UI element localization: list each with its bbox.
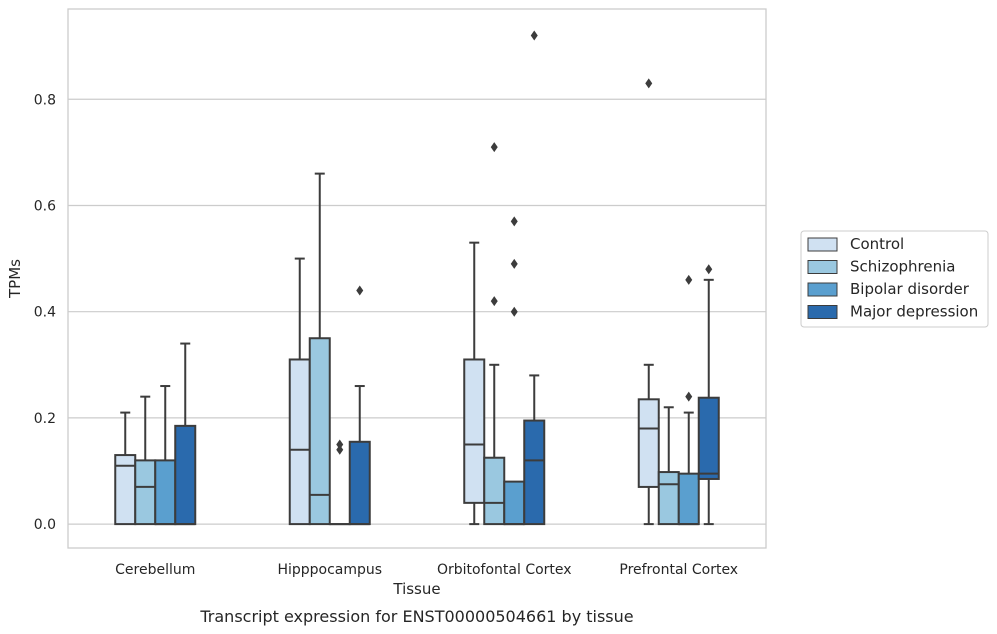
legend-swatch xyxy=(807,305,838,319)
x-tick-label: Orbitofontal Cortex xyxy=(437,562,572,578)
outlier-point xyxy=(705,264,713,275)
box-bipolar-disorder xyxy=(154,385,177,526)
x-tick-label: Prefrontal Cortex xyxy=(619,562,738,578)
plot-area-frame xyxy=(67,8,767,549)
box-control xyxy=(114,411,137,526)
y-tick-label: 0.8 xyxy=(34,92,56,108)
box-major-depression xyxy=(174,342,197,526)
y-tick-label: 0.6 xyxy=(34,198,56,214)
y-tick-label: 0.4 xyxy=(34,305,56,321)
box-body xyxy=(697,396,720,480)
x-tick-label: Cerebellum xyxy=(115,562,195,578)
legend-label: Schizophrenia xyxy=(850,258,955,276)
box-control xyxy=(288,257,311,526)
box-body xyxy=(637,398,660,488)
x-axis-ticks: Cerebellum Hipppocampus Orbitofontal Corte… xyxy=(115,562,738,578)
legend-label: Bipolar disorder xyxy=(850,280,970,298)
box-schizophrenia xyxy=(134,395,157,526)
outlier-point xyxy=(510,306,518,317)
boxes xyxy=(114,30,720,526)
box-major-depression xyxy=(348,285,371,526)
box-body xyxy=(348,440,371,526)
box-body xyxy=(657,471,680,526)
box-bipolar-disorder xyxy=(328,439,351,526)
box-major-depression xyxy=(523,30,546,526)
outlier-point xyxy=(685,274,693,285)
outlier-point xyxy=(490,296,498,307)
box-body xyxy=(308,337,331,526)
box-body xyxy=(677,472,700,526)
legend-swatch xyxy=(807,282,838,297)
box-control xyxy=(637,78,660,526)
outlier-point xyxy=(510,216,518,227)
box-body xyxy=(288,358,311,526)
outlier-point xyxy=(336,439,344,450)
box-body xyxy=(134,459,157,526)
outlier-point xyxy=(356,285,364,296)
box-body xyxy=(174,424,197,526)
box-schizophrenia xyxy=(657,406,680,526)
legend-frame xyxy=(800,230,989,328)
outlier-point xyxy=(510,258,518,269)
y-tick-label: 0.2 xyxy=(34,411,56,427)
legend-swatch xyxy=(807,260,838,274)
outlier-point xyxy=(685,391,693,402)
outlier-point xyxy=(645,78,653,89)
box-body xyxy=(154,459,177,526)
x-axis-label: Tissue xyxy=(392,580,440,598)
y-axis-label: TPMs xyxy=(6,259,24,299)
box-control xyxy=(463,241,486,526)
y-axis-ticks: 0.0 0.2 0.4 0.6 0.8 xyxy=(34,92,56,533)
outlier-point xyxy=(490,142,498,153)
outlier-point xyxy=(336,444,344,455)
box-bipolar-disorder xyxy=(677,274,700,526)
legend-swatch xyxy=(807,237,838,252)
outlier-point xyxy=(530,30,538,41)
box-body xyxy=(463,358,486,504)
box-body xyxy=(503,480,526,526)
box-body xyxy=(483,456,506,526)
legend-label: Major depression xyxy=(850,303,978,321)
y-tick-label: 0.0 xyxy=(34,517,56,533)
x-tick-label: Hipppocampus xyxy=(277,562,382,578)
box-schizophrenia xyxy=(483,142,506,526)
box-bipolar-disorder xyxy=(503,216,526,526)
legend: Control Schizophrenia Bipolar disorder Majo… xyxy=(800,230,989,328)
box-schizophrenia xyxy=(308,172,331,526)
box-major-depression xyxy=(697,264,720,526)
legend-label: Control xyxy=(850,235,904,253)
box-body xyxy=(523,419,546,526)
chart-caption: Transcript expression for ENST0000050466… xyxy=(199,607,633,626)
